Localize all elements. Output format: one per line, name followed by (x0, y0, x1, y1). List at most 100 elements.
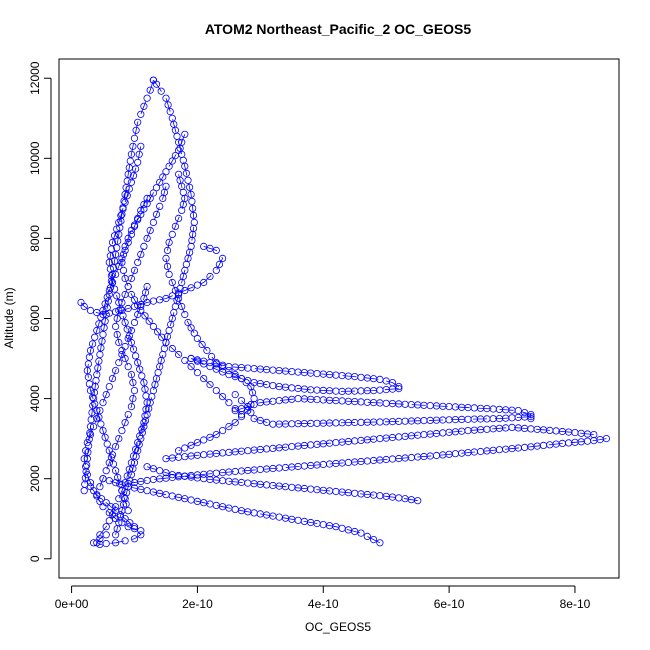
data-point (114, 473, 122, 481)
data-point (98, 337, 106, 345)
data-point (127, 226, 135, 234)
data-point (129, 345, 138, 353)
data-point (96, 483, 104, 491)
data-point (126, 519, 134, 527)
data-point (97, 495, 106, 503)
data-point (134, 301, 142, 309)
data-point (132, 165, 140, 173)
data-point (395, 433, 403, 441)
data-point (171, 302, 179, 311)
data-point (181, 162, 189, 170)
data-point (143, 463, 151, 471)
data-point (200, 451, 208, 459)
data-point (206, 244, 214, 252)
data-point (121, 515, 129, 523)
data-point (105, 477, 113, 485)
data-point (129, 452, 138, 460)
series-line (165, 426, 594, 460)
data-point (162, 168, 170, 176)
data-point (181, 310, 189, 319)
data-point (102, 499, 110, 507)
data-point (130, 535, 139, 543)
data-point (134, 216, 142, 224)
data-point (130, 296, 139, 304)
data-point (107, 245, 116, 253)
data-point (99, 306, 107, 315)
data-point (130, 221, 139, 229)
data-point (120, 197, 128, 205)
data-point (124, 234, 132, 242)
data-point (231, 505, 239, 513)
plot-frame (58, 58, 620, 579)
data-point (231, 390, 239, 399)
data-point (138, 425, 146, 433)
data-point (332, 487, 340, 496)
series-line (90, 486, 142, 545)
data-point (124, 507, 132, 515)
data-point (93, 491, 101, 499)
data-point (200, 436, 208, 444)
data-point (112, 322, 120, 331)
data-point (212, 246, 220, 254)
data-point (140, 242, 148, 250)
data-point (130, 266, 139, 274)
data-point (95, 320, 103, 328)
data-point (332, 387, 340, 395)
data-point (200, 374, 208, 383)
data-point (175, 294, 183, 303)
data-point (111, 232, 119, 240)
data-point (225, 422, 233, 431)
data-point (160, 344, 168, 353)
data-point (237, 412, 246, 421)
series-line (115, 79, 195, 535)
data-point (168, 157, 176, 165)
data-point (175, 350, 183, 359)
data-point (156, 467, 164, 475)
data-point (130, 318, 139, 327)
data-point (124, 410, 132, 419)
data-point (134, 358, 142, 367)
data-point (181, 444, 189, 452)
data-point (137, 527, 145, 535)
data-point (357, 529, 365, 537)
data-point (157, 87, 165, 95)
data-point (143, 200, 151, 208)
data-point (85, 353, 94, 361)
data-point (275, 513, 283, 521)
x-tick-label: 4e-10 (308, 597, 339, 611)
data-point (105, 286, 113, 295)
data-point (184, 176, 192, 184)
data-point (250, 414, 258, 423)
data-point (89, 401, 97, 410)
data-point (225, 398, 233, 407)
data-point (168, 471, 176, 479)
data-point (483, 425, 491, 433)
data-point (102, 523, 110, 531)
data-point (111, 257, 119, 265)
data-point (164, 101, 172, 109)
data-point (162, 455, 170, 463)
data-point (99, 426, 107, 435)
data-point (476, 447, 485, 456)
data-point (97, 420, 105, 428)
data-point (178, 206, 186, 214)
data-point (127, 459, 135, 467)
data-point (115, 434, 123, 443)
data-point (105, 258, 113, 266)
data-point (149, 465, 157, 473)
data-point (231, 370, 239, 379)
data-point (344, 458, 352, 467)
data-point (154, 368, 162, 377)
data-point (212, 501, 220, 509)
y-tick-label: 6000 (28, 305, 42, 332)
data-point (262, 418, 271, 426)
data-point (82, 463, 90, 471)
data-point (121, 537, 129, 545)
data-point (187, 242, 195, 250)
data-point (294, 516, 302, 524)
data-point (85, 380, 94, 388)
data-point (244, 376, 252, 385)
data-point (198, 340, 206, 349)
data-point (193, 438, 201, 447)
data-point (105, 447, 113, 455)
